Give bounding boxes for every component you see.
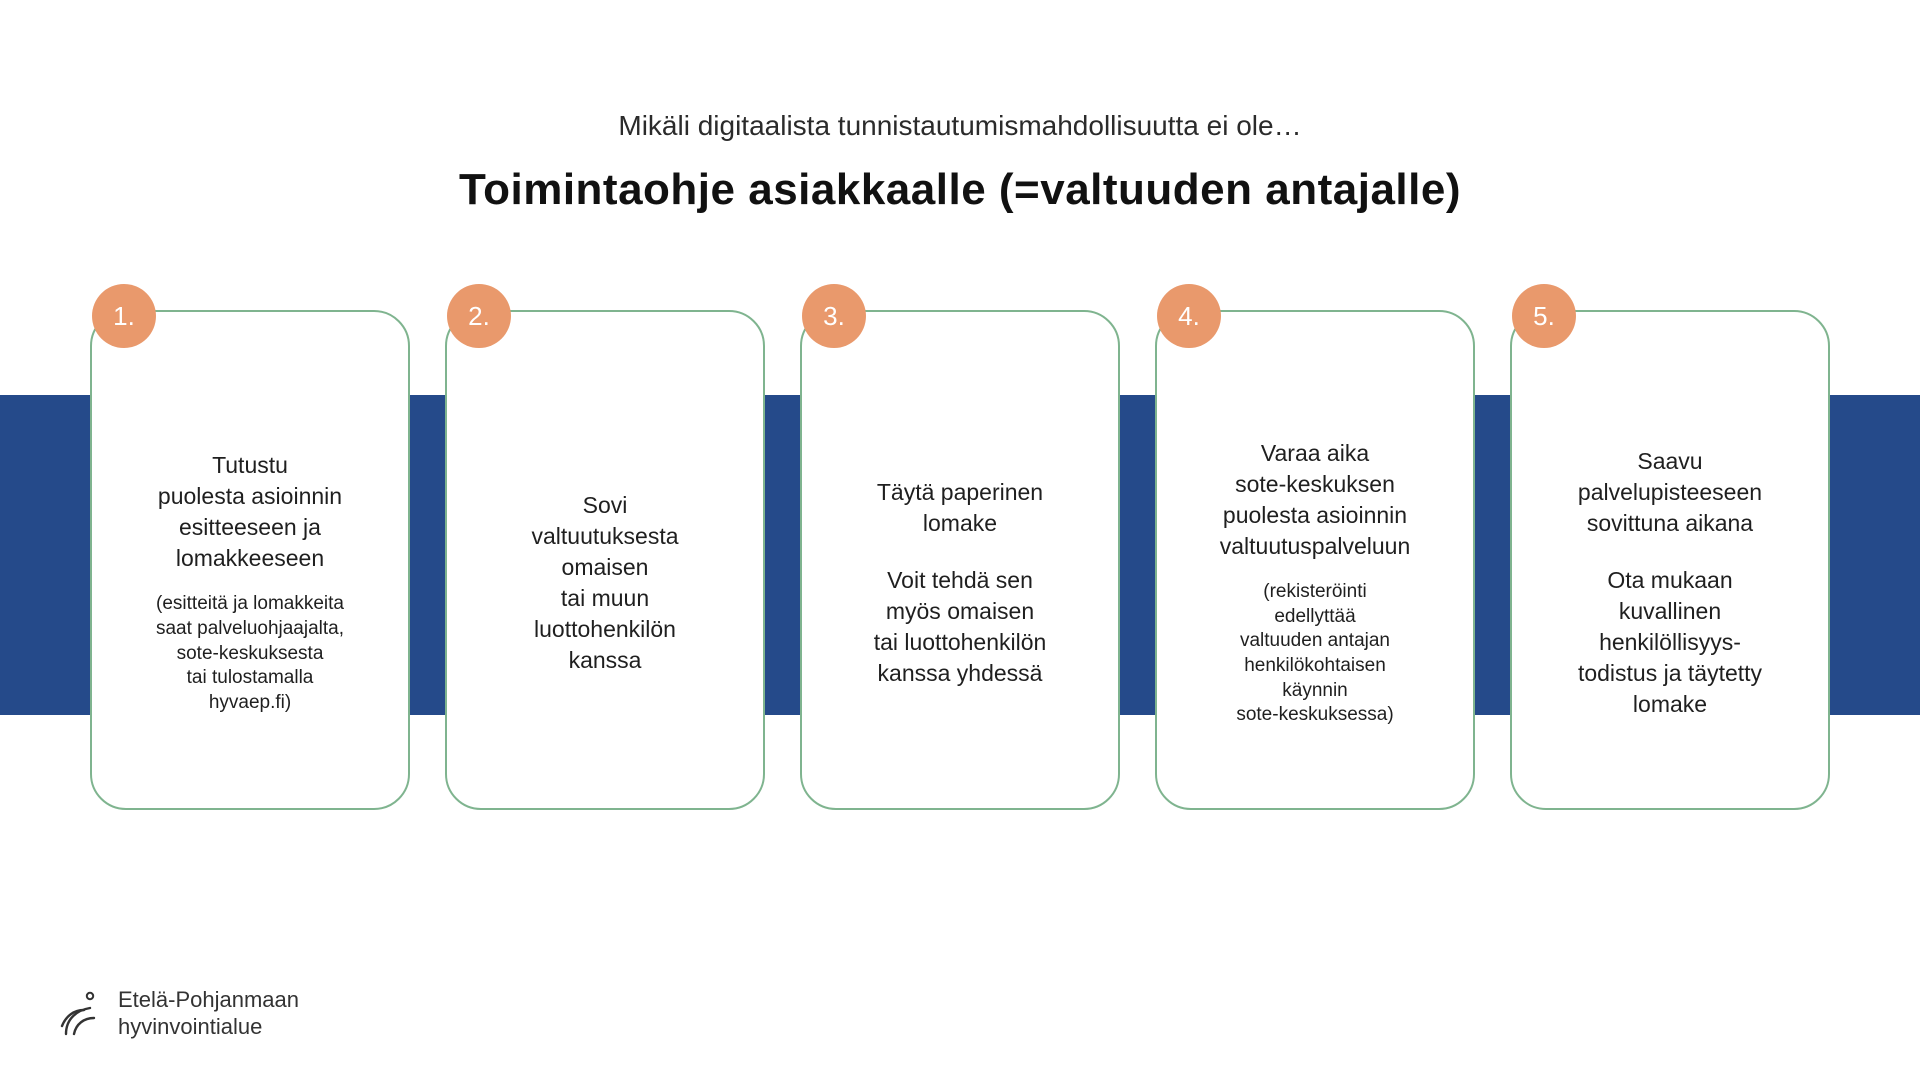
steps-row: 1. Tutustu puolesta asioinnin esitteesee… (90, 310, 1830, 810)
page-title: Toimintaohje asiakkaalle (=valtuuden ant… (0, 165, 1920, 215)
subtitle: Mikäli digitaalista tunnistautumismahdol… (0, 110, 1920, 142)
page: Mikäli digitaalista tunnistautumismahdol… (0, 0, 1920, 1080)
step-card-4: 4. Varaa aika sote-keskuksen puolesta as… (1155, 310, 1475, 810)
step-badge: 5. (1512, 284, 1576, 348)
step-card-3: 3. Täytä paperinen lomake Voit tehdä sen… (800, 310, 1120, 810)
step-main-text: Saavu palvelupisteeseen sovittuna aikana (1578, 446, 1762, 539)
leaf-person-icon (60, 990, 104, 1038)
footer-logo: Etelä-Pohjanmaan hyvinvointialue (60, 987, 299, 1040)
step-card-2: 2. Sovi valtuutuksesta omaisen tai muun … (445, 310, 765, 810)
step-sub-text: (esitteitä ja lomakkeita saat palveluohj… (156, 592, 344, 715)
logo-line2: hyvinvointialue (118, 1014, 299, 1040)
logo-line1: Etelä-Pohjanmaan (118, 987, 299, 1013)
step-badge: 1. (92, 284, 156, 348)
step-badge: 4. (1157, 284, 1221, 348)
step-main-text: Varaa aika sote-keskuksen puolesta asioi… (1220, 438, 1411, 562)
step-second-text: Voit tehdä sen myös omaisen tai luottohe… (874, 565, 1047, 689)
step-main-text: Sovi valtuutuksesta omaisen tai muun luo… (531, 490, 678, 676)
logo-text: Etelä-Pohjanmaan hyvinvointialue (118, 987, 299, 1040)
step-second-text: Ota mukaan kuvallinen henkilöllisyys- to… (1578, 565, 1762, 720)
step-main-text: Tutustu puolesta asioinnin esitteeseen j… (158, 450, 342, 574)
step-badge: 3. (802, 284, 866, 348)
step-sub-text: (rekisteröinti edellyttää valtuuden anta… (1236, 580, 1393, 728)
step-card-5: 5. Saavu palvelupisteeseen sovittuna aik… (1510, 310, 1830, 810)
step-main-text: Täytä paperinen lomake (877, 477, 1043, 539)
step-card-1: 1. Tutustu puolesta asioinnin esitteesee… (90, 310, 410, 810)
step-badge: 2. (447, 284, 511, 348)
